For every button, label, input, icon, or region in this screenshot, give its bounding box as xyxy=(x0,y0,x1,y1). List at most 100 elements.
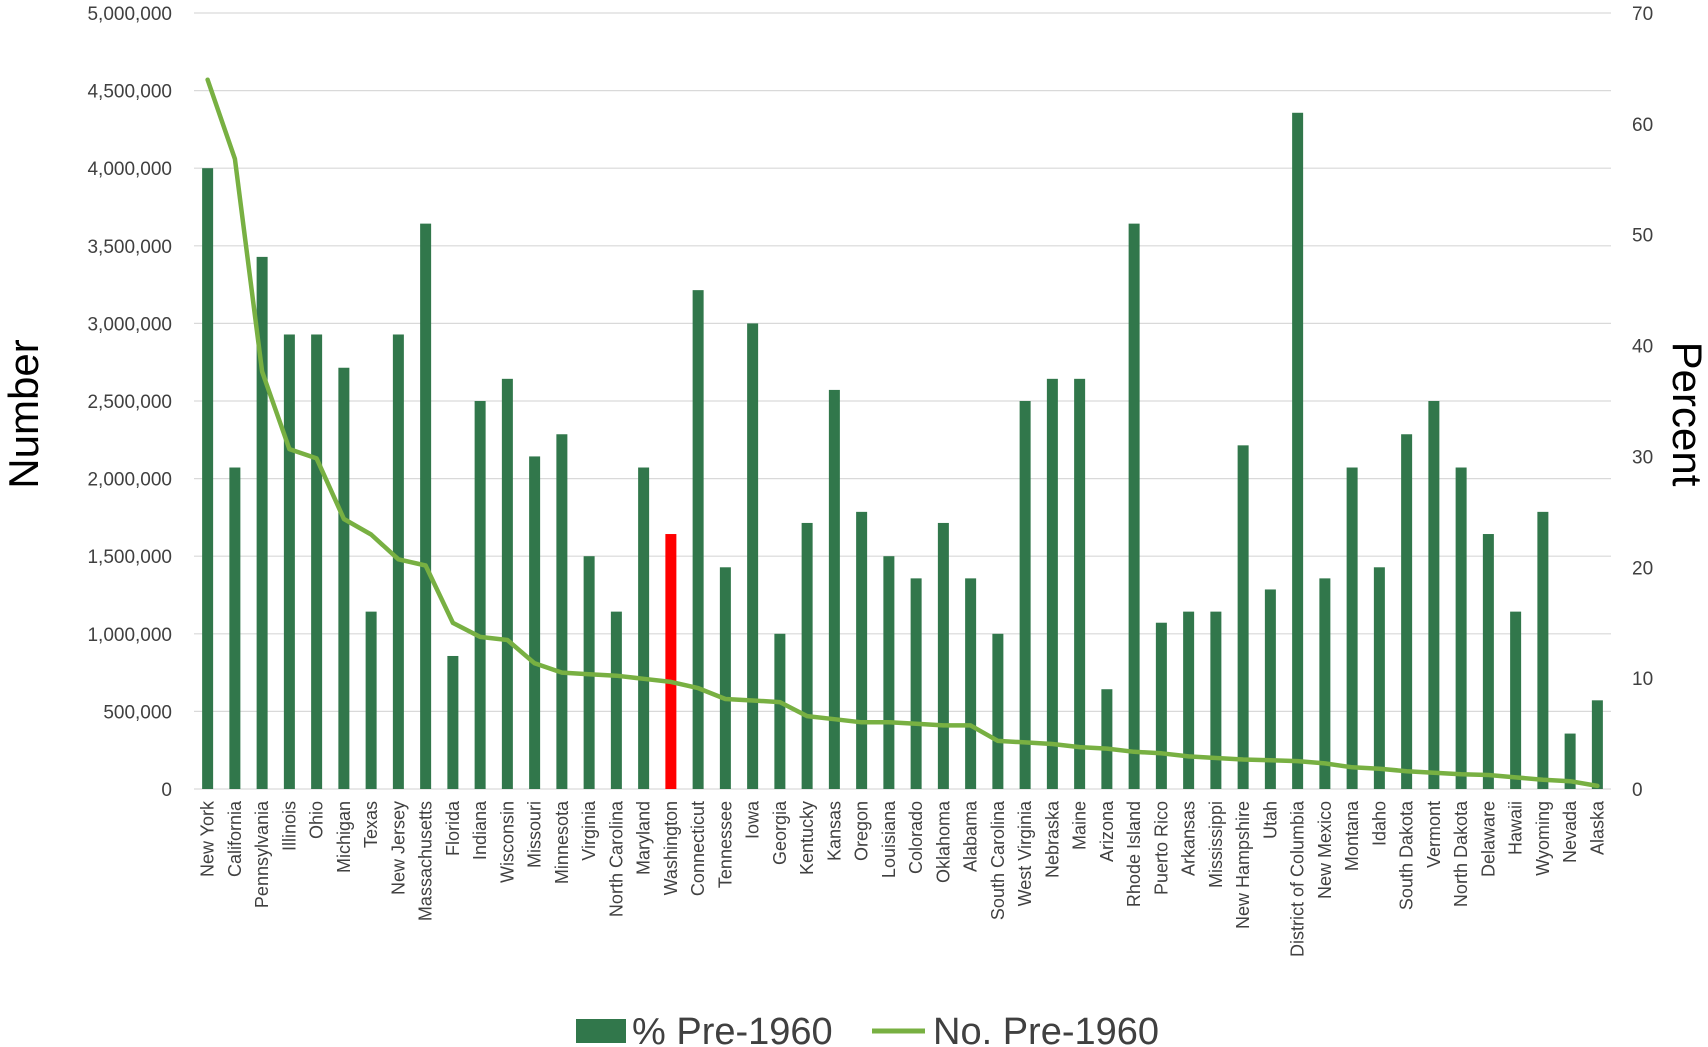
bar-ohio xyxy=(311,334,323,789)
category-label: Rhode Island xyxy=(1124,801,1144,907)
bar-new-york xyxy=(202,168,214,789)
gridlines xyxy=(194,12,1611,790)
bar-pennsylvania xyxy=(256,256,268,789)
bar-montana xyxy=(1346,467,1358,789)
category-label: Illinois xyxy=(279,801,299,851)
bar-south-dakota xyxy=(1401,434,1413,789)
category-label: Nevada xyxy=(1560,800,1580,863)
category-label: Alabama xyxy=(961,800,981,872)
bar-nevada xyxy=(1564,733,1576,789)
left-tick-label: 5,000,000 xyxy=(87,4,172,25)
bar-hawaii xyxy=(1510,611,1522,789)
left-tick-label: 2,500,000 xyxy=(87,392,172,413)
category-label: Delaware xyxy=(1478,801,1498,877)
bar-oregon xyxy=(856,511,868,789)
category-label: New Hampshire xyxy=(1233,801,1253,929)
bar-tennessee xyxy=(719,567,731,789)
bar-arkansas xyxy=(1183,611,1195,789)
category-label: Vermont xyxy=(1424,801,1444,868)
bar-massachusetts xyxy=(420,223,432,790)
bar-california xyxy=(229,467,241,789)
bar-wyoming xyxy=(1537,511,1549,789)
bar-new-mexico xyxy=(1319,578,1331,789)
right-axis-ticks: 0 10 20 30 40 50 60 70 xyxy=(1632,4,1653,801)
right-tick-label: 60 xyxy=(1632,115,1653,136)
category-label: Wisconsin xyxy=(497,801,517,883)
right-tick-label: 30 xyxy=(1632,447,1653,468)
left-tick-label: 3,500,000 xyxy=(87,237,172,258)
bar-kansas xyxy=(828,389,840,789)
bar-delaware xyxy=(1482,534,1494,789)
bar-rhode-island xyxy=(1128,223,1140,790)
category-label: West Virginia xyxy=(1015,800,1035,906)
right-tick-label: 0 xyxy=(1632,780,1643,801)
category-label: Texas xyxy=(361,801,381,848)
bar-north-dakota xyxy=(1455,467,1467,789)
bar-arizona xyxy=(1101,689,1113,789)
category-label: Georgia xyxy=(770,800,790,865)
category-label: Hawaii xyxy=(1506,801,1526,855)
bar-mississippi xyxy=(1210,611,1222,789)
left-tick-label: 1,000,000 xyxy=(87,625,172,646)
y-axis-title: Number xyxy=(0,339,47,488)
legend-label-line: No. Pre-1960 xyxy=(933,1011,1159,1047)
bar-minnesota xyxy=(556,434,568,789)
category-label: Indiana xyxy=(470,800,490,860)
bar-idaho xyxy=(1373,567,1385,789)
category-label: Montana xyxy=(1342,800,1362,871)
bar-new-jersey xyxy=(392,334,404,789)
bar-nebraska xyxy=(1046,378,1058,789)
bar-oklahoma xyxy=(937,522,949,789)
bar-district-of-columbia xyxy=(1292,112,1304,790)
y2-axis-title: Percent xyxy=(1664,342,1708,487)
category-label: Massachusetts xyxy=(416,801,436,921)
bar-michigan xyxy=(338,367,350,789)
line-series xyxy=(205,77,1600,789)
category-label: Florida xyxy=(443,800,463,856)
bar-louisiana xyxy=(883,556,895,789)
category-label: South Carolina xyxy=(988,800,1008,920)
bar-series xyxy=(202,112,1603,790)
bar-georgia xyxy=(774,633,786,789)
category-label: Michigan xyxy=(334,801,354,873)
category-label: Wyoming xyxy=(1533,801,1553,876)
category-label: Oregon xyxy=(852,801,872,861)
bar-north-carolina xyxy=(610,611,622,789)
category-label: Louisiana xyxy=(879,800,899,878)
category-label: Washington xyxy=(661,801,681,895)
category-label: Oklahoma xyxy=(933,800,953,883)
category-label: Colorado xyxy=(906,801,926,874)
left-tick-label: 3,000,000 xyxy=(87,314,172,335)
category-label: North Dakota xyxy=(1451,800,1471,907)
category-label: Minnesota xyxy=(552,800,572,884)
right-tick-label: 50 xyxy=(1632,226,1653,247)
bar-new-hampshire xyxy=(1237,445,1249,789)
category-label: Maryland xyxy=(634,801,654,875)
bar-puerto-rico xyxy=(1155,622,1167,789)
bar-alabama xyxy=(965,578,977,789)
category-label: Utah xyxy=(1260,801,1280,839)
category-label: Connecticut xyxy=(688,801,708,896)
category-label: Idaho xyxy=(1369,801,1389,846)
category-label: New York xyxy=(198,800,218,877)
category-label: New Jersey xyxy=(388,801,408,895)
line-no-pre-1960 xyxy=(205,77,1600,789)
category-label: District of Columbia xyxy=(1288,800,1308,957)
left-tick-label: 4,500,000 xyxy=(87,82,172,103)
bar-indiana xyxy=(474,401,486,789)
category-label: Iowa xyxy=(743,800,763,839)
legend-swatch-bar xyxy=(576,1019,626,1043)
left-tick-label: 4,000,000 xyxy=(87,159,172,180)
category-label: North Carolina xyxy=(606,800,626,917)
bar-kentucky xyxy=(801,522,813,789)
legend: % Pre-1960 No. Pre-1960 xyxy=(576,1011,1159,1047)
category-label: Nebraska xyxy=(1042,800,1062,878)
category-label: New Mexico xyxy=(1315,801,1335,899)
left-axis-ticks: 0 500,000 1,000,000 1,500,000 2,000,000 2,500… xyxy=(87,4,172,801)
category-label: Mississippi xyxy=(1206,801,1226,888)
bar-vermont xyxy=(1428,401,1440,789)
bar-connecticut xyxy=(692,290,704,789)
bar-florida xyxy=(447,655,459,789)
category-label: South Dakota xyxy=(1397,800,1417,910)
